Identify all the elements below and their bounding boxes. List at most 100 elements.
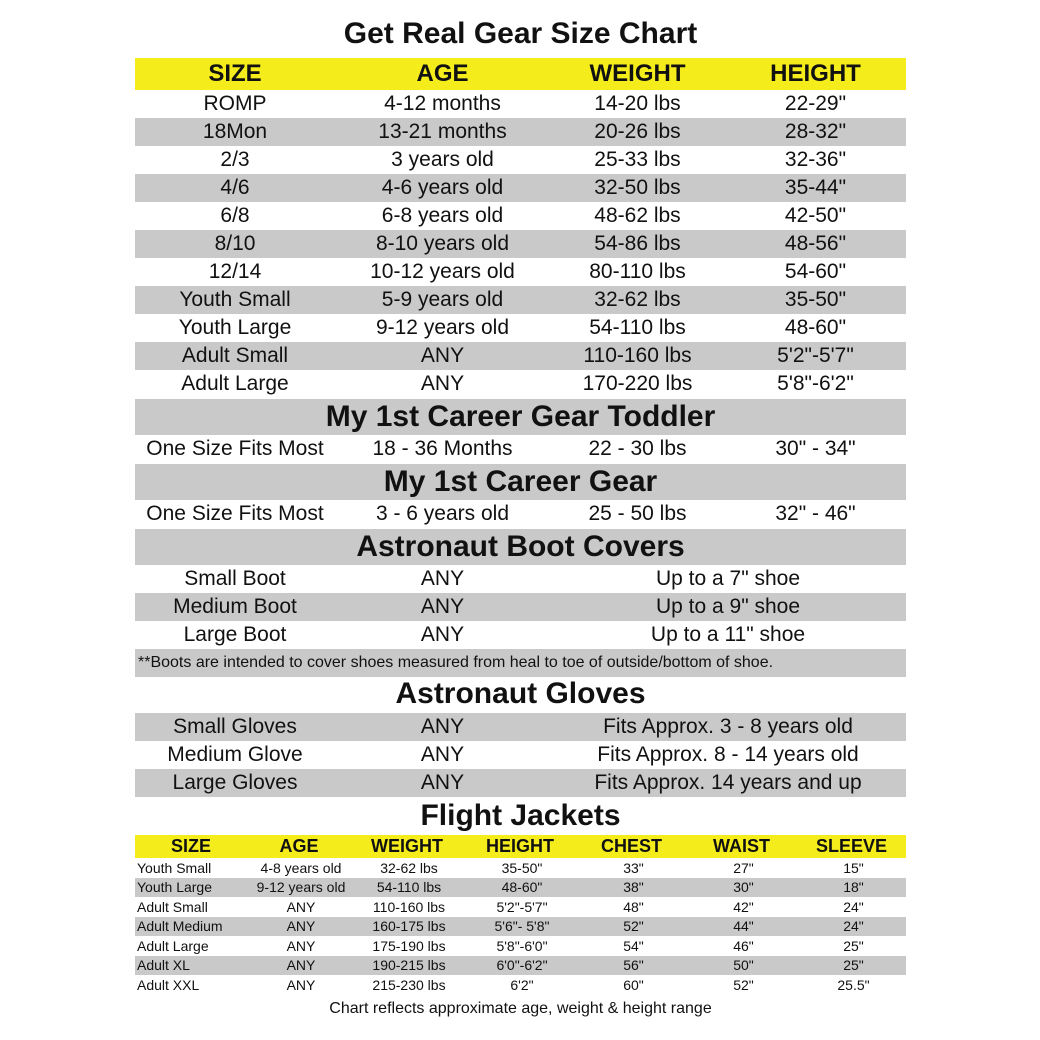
table-cell: ANY <box>286 898 316 915</box>
table-cell: ANY <box>286 976 316 993</box>
table-cell: 15" <box>843 859 864 876</box>
table-row: Small Boot ANY Up to a 7" shoe <box>135 565 906 593</box>
jackets-section-title: Flight Jackets <box>420 799 621 832</box>
jackets-footnote: Chart reflects approximate age, weight &… <box>329 999 712 1017</box>
table-cell: Adult Large <box>181 372 289 395</box>
table-cell: 22-29" <box>784 92 847 115</box>
table-row: Small Gloves ANY Fits Approx. 3 - 8 years … <box>135 713 906 741</box>
table-cell: 5-9 years old <box>381 288 504 311</box>
table-cell: 25" <box>843 957 864 974</box>
table-cell: 35-44" <box>784 176 847 199</box>
table-cell: 52" <box>623 918 644 935</box>
table-cell: 24" <box>843 918 864 935</box>
table-row: Youth Small 4-8 years old 32-62 lbs 35-50" 3… <box>135 858 906 878</box>
table-cell: One Size Fits Most <box>146 437 324 460</box>
table-cell: 38" <box>623 879 644 896</box>
table-cell: ANY <box>420 715 465 738</box>
table-cell: 175-190 lbs <box>372 937 446 954</box>
table-cell: 18Mon <box>202 120 268 143</box>
table-cell: Youth Small <box>137 859 212 876</box>
table-cell: SIZE <box>170 836 211 856</box>
boots-section-title: Astronaut Boot Covers <box>135 529 906 565</box>
gloves-table: Small Gloves ANY Fits Approx. 3 - 8 years … <box>135 713 906 797</box>
table-row: Adult Small ANY 110-160 lbs 5'2"-5'7" <box>135 342 906 370</box>
career-table: One Size Fits Most 3 - 6 years old 25 - 50… <box>135 500 906 528</box>
table-cell: 48-60" <box>501 879 543 896</box>
table-cell: 6'2" <box>510 976 534 993</box>
table-cell: 33" <box>623 859 644 876</box>
table-row: One Size Fits Most 18 - 36 Months 22 - 30 … <box>135 435 906 463</box>
table-cell: 42" <box>733 898 754 915</box>
jackets-table: SIZE AGE WEIGHT HEIGHT CHEST WAIST SLEEVE Youth… <box>135 835 906 995</box>
table-cell: Adult Large <box>137 937 209 954</box>
table-cell: Large Gloves <box>172 771 298 794</box>
table-cell: 5'2"-5'7" <box>777 344 854 367</box>
table-header: SIZE AGE WEIGHT HEIGHT CHEST WAIST SLEEVE <box>135 835 906 858</box>
table-cell: Youth Small <box>179 288 291 311</box>
table-cell: ANY <box>420 595 465 618</box>
table-row: 18Mon 13-21 months 20-26 lbs 28-32" <box>135 118 906 146</box>
table-cell: 8/10 <box>214 232 256 255</box>
table-cell: ANY <box>420 623 465 646</box>
size-chart: Get Real Gear Size Chart SIZE AGE WEIGHT HE… <box>135 0 906 1018</box>
table-cell: 48-62 lbs <box>594 204 681 227</box>
table-row: 8/10 8-10 years old 54-86 lbs 48-56" <box>135 230 906 258</box>
table-cell: 48-56" <box>784 232 847 255</box>
table-cell: 18 - 36 Months <box>372 437 513 460</box>
table-cell: 32" - 46" <box>775 502 856 525</box>
table-cell: Up to a 11" shoe <box>650 623 806 646</box>
table-row: 2/3 3 years old 25-33 lbs 32-36" <box>135 146 906 174</box>
table-cell: Adult Small <box>181 344 289 367</box>
table-cell: 25" <box>843 937 864 954</box>
table-cell: Adult Medium <box>137 918 223 935</box>
table-cell: 12/14 <box>208 260 262 283</box>
table-row: Medium Boot ANY Up to a 9" shoe <box>135 593 906 621</box>
table-cell: Medium Boot <box>173 595 297 618</box>
table-cell: 4-8 years old <box>260 859 342 876</box>
table-cell: AGE <box>416 60 469 87</box>
table-cell: 110-160 lbs <box>583 344 692 367</box>
table-cell: 160-175 lbs <box>372 918 446 935</box>
table-cell: 54-110 lbs <box>589 316 686 339</box>
table-cell: Large Boot <box>183 623 287 646</box>
table-cell: 110-160 lbs <box>372 898 446 915</box>
table-cell: ANY <box>286 918 316 935</box>
page-title: Get Real Gear Size Chart <box>343 17 698 50</box>
table-cell: 35-50" <box>501 859 543 876</box>
table-cell: 30" - 34" <box>775 437 856 460</box>
table-cell: HEIGHT <box>770 60 861 87</box>
table-cell: 42-50" <box>784 204 847 227</box>
table-cell: 54" <box>623 937 644 954</box>
table-cell: ANY <box>420 372 465 395</box>
table-cell: Up to a 7" shoe <box>655 567 801 590</box>
table-cell: 35-50" <box>784 288 847 311</box>
table-cell: 56" <box>623 957 644 974</box>
table-cell: 48" <box>623 898 644 915</box>
table-cell: 14-20 lbs <box>594 92 681 115</box>
table-cell: 6/8 <box>220 204 250 227</box>
table-cell: 27" <box>733 859 754 876</box>
table-cell: 190-215 lbs <box>372 957 446 974</box>
main-size-table: SIZE AGE WEIGHT HEIGHT ROMP 4-12 months 14-20 … <box>135 58 906 398</box>
table-cell: Small Boot <box>184 567 286 590</box>
table-cell: 28-32" <box>784 120 847 143</box>
table-cell: 6-8 years old <box>381 204 504 227</box>
table-row: Adult Small ANY 110-160 lbs 5'2"-5'7" 48" 42"… <box>135 897 906 917</box>
table-cell: 5'8"-6'0" <box>496 937 548 954</box>
table-cell: 22 - 30 lbs <box>588 437 687 460</box>
table-cell: Up to a 9" shoe <box>655 595 801 618</box>
table-cell: 60" <box>623 976 644 993</box>
table-cell: 10-12 years old <box>370 260 515 283</box>
table-row: Adult XL ANY 190-215 lbs 6'0"-6'2" 56" 50" 25" <box>135 955 906 975</box>
table-cell: Adult Small <box>137 898 208 915</box>
table-row: 12/14 10-12 years old 80-110 lbs 54-60" <box>135 258 906 286</box>
table-cell: 215-230 lbs <box>372 976 446 993</box>
table-cell: ANY <box>286 937 316 954</box>
table-cell: CHEST <box>600 836 662 856</box>
table-cell: 32-50 lbs <box>594 176 681 199</box>
table-cell: WEIGHT <box>371 836 443 856</box>
table-row: Youth Small 5-9 years old 32-62 lbs 35-50" <box>135 286 906 314</box>
table-cell: ANY <box>286 957 316 974</box>
table-cell: Fits Approx. 3 - 8 years old <box>603 715 853 738</box>
table-cell: 18" <box>843 879 864 896</box>
